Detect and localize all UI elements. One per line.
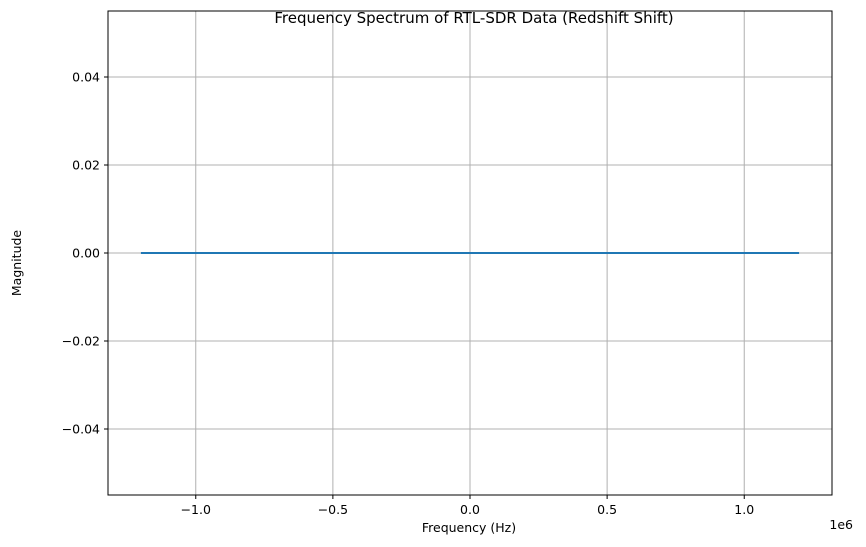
x-tick-label: −0.5 (318, 502, 348, 517)
y-tick-label: 0.04 (72, 70, 100, 85)
x-axis-label: Frequency (Hz) (422, 520, 516, 535)
y-tick-label: 0.00 (72, 246, 100, 261)
y-tick-label: 0.02 (72, 158, 100, 173)
chart-title: Frequency Spectrum of RTL-SDR Data (Reds… (274, 9, 673, 27)
y-tick-label: −0.02 (62, 334, 100, 349)
x-axis-offset-text: 1e6 (829, 517, 853, 532)
y-axis-ticks: −0.04 −0.02 0.00 0.02 0.04 (62, 70, 108, 437)
y-tick-label: −0.04 (62, 422, 100, 437)
x-tick-label: 1.0 (734, 502, 754, 517)
y-axis-label: Magnitude (9, 230, 24, 297)
x-axis-ticks: −1.0 −0.5 0.0 0.5 1.0 (181, 495, 754, 517)
x-tick-label: −1.0 (181, 502, 211, 517)
x-tick-label: 0.0 (460, 502, 480, 517)
x-tick-label: 0.5 (597, 502, 617, 517)
